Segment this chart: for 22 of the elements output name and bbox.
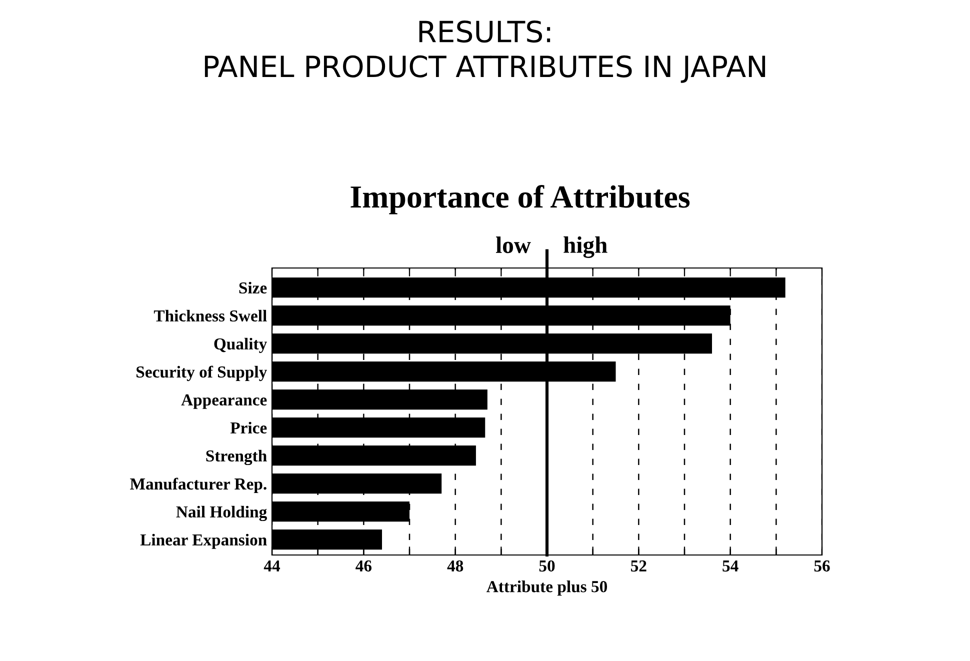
text: high	[564, 236, 608, 258]
y-tick-label: Linear Expansion	[140, 534, 267, 549]
text: low	[496, 236, 531, 254]
x-tick-label: 48	[447, 560, 464, 572]
x-tick-label: 52	[631, 560, 646, 572]
y-tick-label: Thickness Swell	[154, 310, 267, 322]
y-tick-label: Price	[230, 422, 267, 434]
chart-title: RESULTS: PANEL PRODUCT ATTRIBUTES IN JAPAN	[204, 20, 766, 83]
x-tick-label: 50	[539, 560, 555, 572]
x-tick-label: 44	[264, 560, 280, 572]
chart-subtitle: Importance of Attributes	[350, 185, 690, 214]
y-tick-label: Nail Holding	[176, 506, 267, 522]
y-tick-label: Appearance	[181, 394, 267, 409]
y-tick-label: Size	[239, 282, 267, 294]
y-tick-label: Manufacturer Rep.	[130, 478, 266, 494]
x-axis-title: Attribute plus 50	[486, 580, 608, 596]
y-tick-label: Security of Supply	[136, 366, 267, 382]
y-tick-label: Strength	[206, 450, 267, 466]
x-tick-label: 46	[356, 560, 372, 572]
x-tick-label: 56	[814, 560, 830, 572]
y-tick-label: Quality	[214, 338, 267, 353]
x-tick-label: 54	[722, 560, 738, 572]
